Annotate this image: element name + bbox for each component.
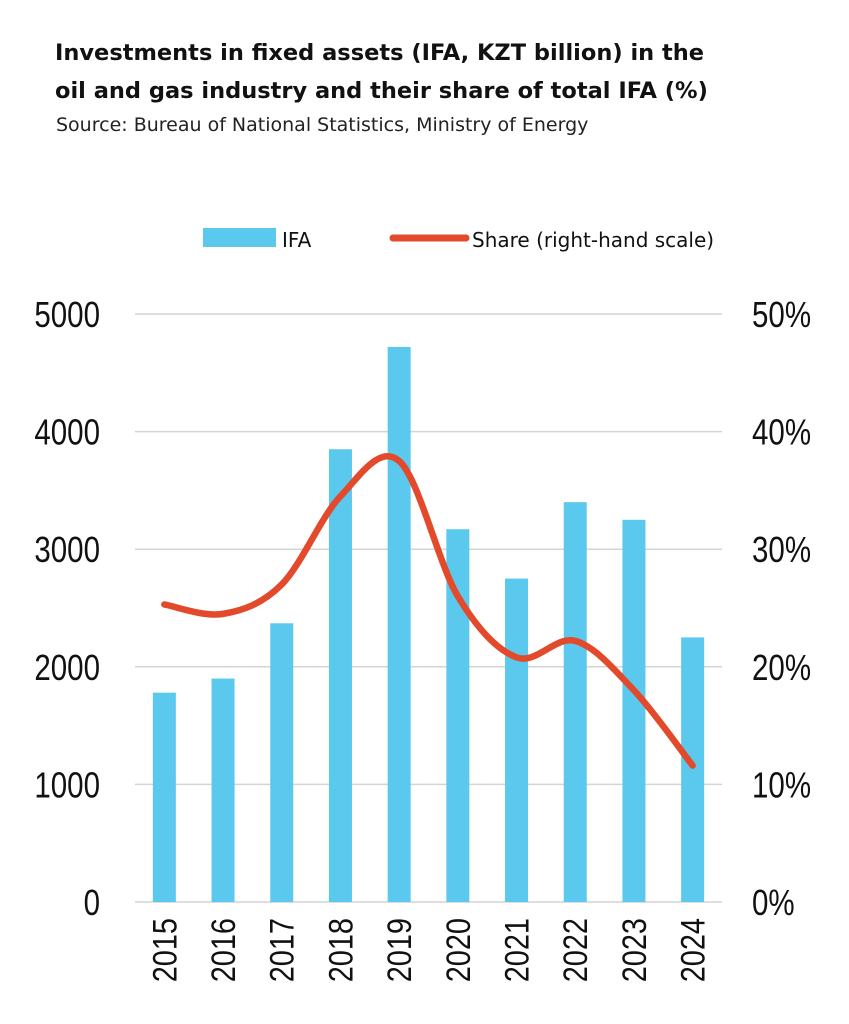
left-axis-tick-label: 0 (84, 882, 100, 922)
x-axis-tick-label: 2024 (673, 918, 712, 982)
right-axis-tick-label: 20% (752, 647, 811, 687)
chart-title-line-1: Investments in fixed assets (IFA, KZT bi… (55, 40, 705, 66)
left-axis-tick-label: 1000 (34, 765, 100, 805)
x-axis-tick-label: 2021 (497, 918, 536, 982)
share-line (161, 453, 696, 769)
ifa-bar (270, 623, 294, 902)
right-axis-ticks: 0% 10% 20% 30% 40% 50% (752, 294, 811, 922)
right-axis-tick-label: 30% (752, 529, 811, 569)
ifa-bar (152, 692, 176, 902)
right-axis-tick-label: 0% (752, 882, 795, 922)
x-axis-tick-label: 2016 (204, 918, 243, 982)
left-axis-tick-label: 5000 (34, 294, 100, 334)
ifa-bar (328, 449, 352, 902)
chart-title: Investments in fixed assets (IFA, KZT bi… (55, 34, 835, 110)
legend: IFA Share (right-hand scale) (203, 228, 714, 252)
ifa-bar (622, 519, 646, 902)
right-axis-tick-label: 50% (752, 294, 811, 334)
left-axis-tick-label: 3000 (34, 529, 100, 569)
right-axis-tick-label: 40% (752, 412, 811, 452)
right-axis-tick-label: 10% (752, 765, 811, 805)
share-line-path (161, 453, 696, 769)
ifa-bar (681, 637, 705, 902)
legend-ifa-swatch (203, 228, 276, 247)
ifa-bar (446, 529, 470, 902)
x-axis-labels: 2015 2016 2017 2018 2019 2020 2021 2022 2023 2024 (145, 918, 712, 982)
left-axis-tick-label: 4000 (34, 412, 100, 452)
left-axis-tick-label: 2000 (34, 647, 100, 687)
ifa-bar (505, 578, 529, 902)
x-axis-tick-label: 2015 (145, 918, 184, 982)
x-axis-tick-label: 2017 (263, 918, 302, 982)
x-axis-tick-label: 2023 (615, 918, 654, 982)
x-axis-tick-label: 2020 (439, 918, 478, 982)
ifa-bar (563, 502, 587, 902)
legend-ifa-label: IFA (282, 228, 312, 252)
x-axis-tick-label: 2019 (380, 918, 419, 982)
chart-title-line-2: oil and gas industry and their share of … (55, 78, 708, 104)
ifa-bar (387, 346, 411, 903)
left-axis-ticks: 0 1000 2000 3000 4000 5000 (34, 294, 100, 922)
ifa-bar (211, 678, 235, 902)
legend-share-label: Share (right-hand scale) (472, 228, 714, 252)
x-axis-tick-label: 2018 (321, 918, 360, 982)
ifa-bars (152, 346, 705, 903)
x-axis-tick-label: 2022 (556, 918, 595, 982)
chart-subtitle: Source: Bureau of National Statistics, M… (56, 114, 589, 136)
